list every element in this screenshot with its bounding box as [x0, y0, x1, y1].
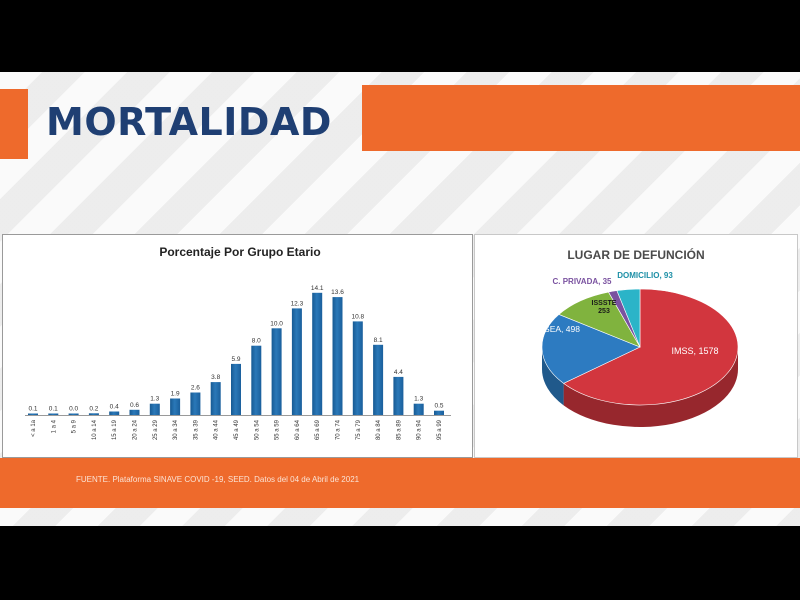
bar	[48, 413, 59, 415]
x-tick-label: 55 a 59	[275, 419, 281, 440]
header-accent-band	[362, 85, 800, 151]
bar-value-label: 2.6	[191, 385, 200, 392]
x-tick-label: 25 a 29	[153, 419, 159, 440]
bar	[28, 413, 38, 415]
bar	[68, 413, 79, 415]
x-tick-label: 95 a 99	[437, 419, 443, 440]
bar-value-label: 10.0	[270, 320, 283, 327]
bar	[251, 345, 262, 415]
bar-value-label: 1.3	[414, 396, 423, 403]
pie-slice-side	[563, 347, 738, 427]
bar	[413, 403, 424, 415]
bar	[373, 344, 384, 415]
pie-slice-label: DOMICILIO, 93	[617, 271, 673, 280]
bar	[332, 297, 343, 415]
bar	[149, 403, 160, 415]
bar-value-label: 12.3	[291, 300, 304, 307]
pie-slice	[541, 314, 641, 384]
bar-chart-title: Porcentaje Por Grupo Etario	[159, 245, 320, 259]
x-tick-label: 1 a 4	[51, 419, 57, 433]
slide: MORTALIDAD Porcentaje Por Grupo Etario 0.…	[0, 72, 800, 526]
bar-value-label: 13.6	[331, 289, 344, 296]
death-place-chart-panel: LUGAR DE DEFUNCIÓN IMSS, 1578 ISSEA, 498 IS…	[474, 234, 798, 458]
bar	[170, 398, 181, 415]
bar-value-label: 0.1	[49, 406, 58, 413]
x-tick-label: 20 a 24	[133, 419, 139, 440]
bar	[109, 411, 120, 415]
x-tick-label: 30 a 34	[173, 419, 179, 440]
x-tick-label: 15 a 19	[112, 419, 118, 440]
x-tick-label: 60 a 64	[295, 419, 301, 440]
bar	[434, 410, 444, 415]
pie-slice-label: C. PRIVADA, 35	[553, 277, 613, 286]
death-place-pie-chart: LUGAR DE DEFUNCIÓN IMSS, 1578 ISSEA, 498 IS…	[536, 247, 739, 427]
x-tick-label: 5 a 9	[72, 419, 78, 433]
x-tick-label: 50 a 54	[254, 419, 260, 440]
bar	[271, 328, 282, 415]
bar-value-label: 0.0	[69, 406, 78, 413]
x-tick-label: 65 a 69	[315, 419, 321, 440]
x-tick-label: 90 a 94	[417, 419, 423, 440]
x-tick-label: 10 a 14	[92, 419, 98, 440]
bar-value-label: 10.8	[351, 313, 364, 320]
bar	[129, 409, 140, 415]
bar-value-label: 0.1	[28, 406, 37, 413]
bar	[231, 363, 241, 415]
bar	[352, 321, 363, 415]
bar	[210, 382, 221, 415]
footer-band: FUENTE. Plataforma SINAVE COVID -19, SEE…	[0, 458, 800, 508]
bar	[291, 308, 302, 415]
bar-value-label: 0.2	[89, 405, 98, 412]
bar-value-label: 3.8	[211, 374, 220, 381]
pie-slice-label: ISSSTE 253	[592, 300, 617, 315]
bar-value-label: 8.1	[374, 337, 383, 344]
bar-value-label: 0.5	[434, 403, 443, 410]
bar	[393, 376, 404, 415]
title-accent-tab	[0, 89, 28, 159]
pie-chart-title: LUGAR DE DEFUNCIÓN	[567, 247, 704, 262]
bar-value-label: 14.1	[311, 285, 324, 292]
bar	[88, 413, 99, 415]
age-group-bar-chart: Porcentaje Por Grupo Etario 0.1 < a 1a 0.1 1…	[25, 245, 451, 440]
x-tick-label: 45 a 49	[234, 419, 240, 440]
age-group-chart-panel: Porcentaje Por Grupo Etario 0.1 < a 1a 0.1 1…	[2, 234, 473, 458]
page-title: MORTALIDAD	[46, 100, 332, 144]
x-tick-label: 70 a 74	[336, 419, 342, 440]
bar-value-label: 8.0	[252, 338, 261, 345]
pie-slice	[563, 288, 739, 406]
pie-slice-side	[542, 347, 564, 406]
bar	[190, 392, 201, 415]
bar-value-label: 1.9	[171, 391, 180, 398]
bar	[312, 292, 323, 415]
bar-value-label: 0.6	[130, 402, 139, 409]
x-tick-label: 40 a 44	[214, 419, 220, 440]
pie-slice	[616, 288, 641, 348]
x-tick-label: < a 1a	[31, 419, 37, 437]
source-note: FUENTE. Plataforma SINAVE COVID -19, SEE…	[76, 475, 360, 484]
x-tick-label: 35 a 39	[193, 419, 199, 440]
pie-slice-label: IMSS, 1578	[671, 346, 718, 356]
x-tick-label: 85 a 89	[396, 419, 402, 440]
bar-value-label: 5.9	[231, 356, 240, 363]
pie-slice-label: ISSEA, 498	[536, 324, 580, 334]
bar-value-label: 1.3	[150, 396, 159, 403]
x-tick-label: 80 a 84	[376, 419, 382, 440]
x-tick-label: 75 a 79	[356, 419, 362, 440]
bar-value-label: 0.4	[110, 404, 119, 411]
bar-value-label: 4.4	[394, 369, 403, 376]
